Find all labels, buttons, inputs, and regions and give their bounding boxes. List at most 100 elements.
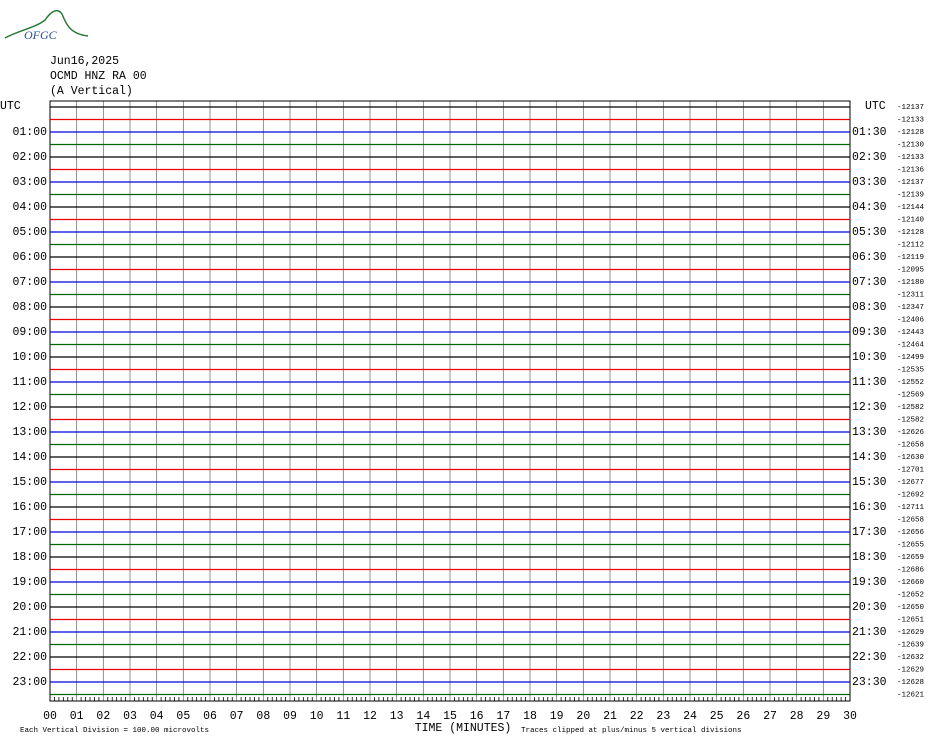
- left-time-label: 17:00: [12, 526, 47, 539]
- trace-offset: -12639: [897, 641, 924, 649]
- left-time-label: 10:00: [12, 351, 47, 364]
- x-tick-label: 27: [763, 710, 777, 723]
- left-time-label: 04:00: [12, 201, 47, 214]
- right-time-label: 11:30: [852, 376, 887, 389]
- x-tick-label: 17: [496, 710, 510, 723]
- right-time-label: 03:30: [852, 176, 887, 189]
- left-time-label: 12:00: [12, 401, 47, 414]
- left-unit: UTC: [0, 100, 21, 113]
- clip-note: Traces clipped at plus/minus 5 vertical …: [521, 727, 742, 735]
- x-tick-label: 16: [470, 710, 484, 723]
- trace-offset: -12136: [897, 166, 925, 174]
- right-time-label: 01:30: [852, 126, 887, 139]
- x-tick-label: 29: [816, 710, 830, 723]
- frame: [49, 100, 851, 702]
- trace-offset: -12582: [897, 416, 924, 424]
- left-time-label: 06:00: [12, 251, 47, 264]
- x-tick-label: 14: [416, 710, 430, 723]
- right-time-label: 09:30: [852, 326, 887, 339]
- x-tick-label: 11: [336, 710, 350, 723]
- trace-offset: -12443: [897, 329, 925, 337]
- right-time-label: 17:30: [852, 526, 887, 539]
- plot: 00 01 02 03 04 05 06 07 08 09 10 11 12 13 14 15 16 17 18 19…: [12, 100, 925, 723]
- left-time-label: 02:00: [12, 151, 47, 164]
- trace-offset: -12658: [897, 516, 924, 524]
- right-time-label: 10:30: [852, 351, 887, 364]
- station: OCMD HNZ RA 00: [50, 70, 147, 83]
- x-tick-label: 09: [283, 710, 297, 723]
- x-tick-label: 26: [736, 710, 750, 723]
- left-time-label: 23:00: [12, 676, 47, 689]
- trace-offset: -12112: [897, 241, 924, 249]
- x-tick-label: 21: [603, 710, 617, 723]
- trace-offset: -12656: [897, 529, 925, 537]
- left-time-label: 20:00: [12, 601, 47, 614]
- left-time-label: 13:00: [12, 426, 47, 439]
- left-time-label: 21:00: [12, 626, 47, 639]
- right-time-label: 23:30: [852, 676, 887, 689]
- trace-offset: -12133: [897, 154, 925, 162]
- scale-note: Each Vertical Division = 100.00 microvol…: [20, 727, 209, 735]
- left-time-label: 15:00: [12, 476, 47, 489]
- x-tick-label: 05: [176, 710, 190, 723]
- left-time-label: 18:00: [12, 551, 47, 564]
- x-tick-label: 08: [256, 710, 270, 723]
- trace-offset: -12119: [897, 254, 924, 262]
- trace-offset: -12626: [897, 429, 925, 437]
- right-time-label: 07:30: [852, 276, 887, 289]
- x-tick-label: 12: [363, 710, 377, 723]
- trace-offset: -12711: [897, 504, 925, 512]
- trace-offset: -12180: [897, 279, 925, 287]
- right-time-label: 19:30: [852, 576, 887, 589]
- x-tick-label: 18: [523, 710, 537, 723]
- right-time-label: 15:30: [852, 476, 887, 489]
- trace-offset: -12569: [897, 391, 924, 399]
- right-time-label: 20:30: [852, 601, 887, 614]
- x-tick-label: 07: [230, 710, 244, 723]
- trace-offset: -12655: [897, 541, 925, 549]
- trace-offset: -12677: [897, 479, 924, 487]
- trace-offset: -12632: [897, 654, 924, 662]
- left-time-label: 19:00: [12, 576, 47, 589]
- x-tick-label: 23: [656, 710, 670, 723]
- logo-curve: [4, 9, 89, 39]
- x-tick-label: 25: [710, 710, 724, 723]
- x-tick-label: 03: [123, 710, 137, 723]
- trace-offset: -12651: [897, 616, 925, 624]
- right-time-label: 04:30: [852, 201, 887, 214]
- trace-offset: -12535: [897, 366, 925, 374]
- trace-offset: -12095: [897, 266, 925, 274]
- x-tick-label: 10: [310, 710, 324, 723]
- left-time-label: 05:00: [12, 226, 47, 239]
- logo: OFGC: [24, 28, 58, 42]
- left-time-label: 08:00: [12, 301, 47, 314]
- left-time-label: 03:00: [12, 176, 47, 189]
- right-time-label: 14:30: [852, 451, 887, 464]
- right-time-label: 13:30: [852, 426, 887, 439]
- left-time-label: 14:00: [12, 451, 47, 464]
- trace-offset: -12701: [897, 466, 925, 474]
- component: (A Vertical): [50, 85, 133, 98]
- trace-offset: -12686: [897, 566, 925, 574]
- right-time-label: 02:30: [852, 151, 887, 164]
- trace-offset: -12128: [897, 229, 924, 237]
- date: Jun16,2025: [50, 55, 119, 68]
- trace-offset: -12621: [897, 691, 925, 699]
- trace-offset: -12552: [897, 379, 924, 387]
- trace-offset: -12650: [897, 604, 925, 612]
- left-time-label: 07:00: [12, 276, 47, 289]
- x-tick-label: 24: [683, 710, 697, 723]
- right-time-label: 21:30: [852, 626, 887, 639]
- trace-offset: -12582: [897, 404, 924, 412]
- x-axis-title: TIME (MINUTES): [415, 722, 512, 735]
- right-time-label: 12:30: [852, 401, 887, 414]
- x-tick-label: 02: [96, 710, 110, 723]
- right-time-label: 16:30: [852, 501, 887, 514]
- left-time-label: 16:00: [12, 501, 47, 514]
- trace-offset: -12499: [897, 354, 924, 362]
- trace-offset: -12692: [897, 491, 924, 499]
- trace-offset: -12652: [897, 591, 924, 599]
- trace-offset: -12137: [897, 104, 924, 112]
- trace-offset: -12658: [897, 441, 924, 449]
